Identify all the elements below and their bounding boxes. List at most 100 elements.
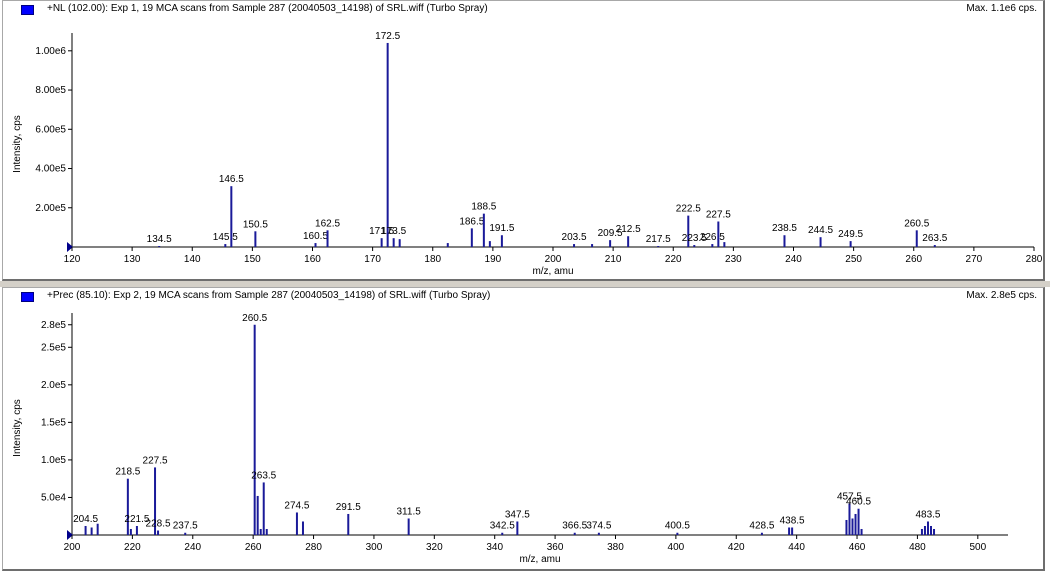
y-tick-label: 2.00e5 [35, 203, 66, 214]
peak-bar [224, 244, 227, 247]
peak-bar [262, 482, 265, 535]
peak-bar [380, 238, 383, 247]
peak-label: 212.5 [616, 224, 641, 235]
peak-label: 374.5 [586, 521, 611, 532]
peak-label: 244.5 [808, 225, 833, 236]
peak-label: 160.5 [303, 231, 328, 242]
axis-origin-marker [67, 242, 73, 252]
peak-bar [854, 513, 857, 535]
peak-label: 223.5 [682, 233, 707, 244]
x-tick-label: 190 [485, 254, 502, 265]
x-tick-label: 200 [64, 542, 81, 553]
peak-bar [711, 244, 714, 247]
y-tick-label: 6.00e5 [35, 124, 66, 135]
peak-label: 227.5 [143, 455, 168, 466]
y-tick-label: 8.00e5 [35, 85, 66, 96]
peak-label: 173.5 [381, 226, 406, 237]
peak-bar [857, 508, 860, 535]
peak-label: 134.5 [147, 234, 172, 245]
x-axis-label: m/z, amu [532, 266, 573, 277]
x-tick-label: 210 [605, 254, 622, 265]
trace-color-icon[interactable] [21, 292, 34, 302]
peak-bar [154, 467, 157, 535]
peak-label: 457.5 [837, 491, 862, 502]
peak-label: 191.5 [489, 223, 514, 234]
peak-label: 400.5 [665, 521, 690, 532]
peak-bar [849, 241, 852, 247]
x-tick-label: 420 [728, 542, 745, 553]
x-tick-label: 240 [785, 254, 802, 265]
peak-label: 221.5 [124, 514, 149, 525]
peak-label: 209.5 [598, 228, 623, 239]
peak-bar [926, 521, 929, 535]
x-tick-label: 300 [366, 542, 383, 553]
x-tick-label: 340 [486, 542, 503, 553]
peak-label: 145.5 [213, 232, 238, 243]
peak-label: 238.5 [772, 223, 797, 234]
spectrum-title: +Prec (85.10): Exp 2, 19 MCA scans from … [47, 290, 491, 301]
peak-label: 347.5 [505, 509, 530, 520]
peak-bar [819, 237, 822, 247]
axis-origin-marker [67, 530, 73, 540]
peak-bar [920, 528, 923, 535]
panel-separator[interactable] [0, 281, 1050, 287]
peak-label: 228.5 [146, 518, 171, 529]
peak-bar [923, 525, 926, 535]
x-tick-label: 150 [244, 254, 261, 265]
x-tick-label: 440 [788, 542, 805, 553]
y-tick-label: 5.0e4 [41, 492, 66, 503]
peak-bar [253, 324, 256, 535]
spectrum-panel-1: +NL (102.00): Exp 1, 19 MCA scans from S… [2, 0, 1045, 281]
peak-bar [386, 42, 389, 247]
peak-bar [184, 532, 187, 535]
spectrum-plot[interactable]: 120 130 140 150 160 170 180 190 200 210 220 230 240 2… [3, 1, 1044, 280]
peak-label: 203.5 [562, 232, 587, 243]
peak-bar [158, 246, 161, 247]
peak-bar [693, 245, 696, 247]
spectrum-panel-2: +Prec (85.10): Exp 2, 19 MCA scans from … [2, 287, 1045, 571]
trace-color-icon[interactable] [21, 5, 34, 15]
peak-bar [392, 238, 395, 247]
x-tick-label: 160 [304, 254, 321, 265]
peak-label: 260.5 [904, 218, 929, 229]
peak-bar [314, 243, 317, 247]
x-tick-label: 380 [607, 542, 624, 553]
peak-label: 342.5 [490, 521, 515, 532]
spectrum-plot[interactable]: 200 220 240 260 280 300 320 340 360 380 400 420 440 4… [3, 288, 1044, 570]
x-tick-label: 230 [725, 254, 742, 265]
y-axis-label: Intensity, cps [12, 399, 23, 457]
x-tick-label: 130 [124, 254, 141, 265]
x-tick-label: 260 [245, 542, 262, 553]
peak-bar [723, 242, 726, 247]
peak-label: 226.5 [700, 232, 725, 243]
peak-label: 460.5 [846, 497, 871, 508]
peak-label: 274.5 [284, 500, 309, 511]
x-tick-label: 360 [547, 542, 564, 553]
y-tick-label: 1.5e5 [41, 417, 66, 428]
x-tick-label: 120 [64, 254, 81, 265]
peak-bar [845, 519, 848, 535]
peak-bar [760, 532, 763, 535]
peak-bar [482, 213, 485, 247]
peak-label: 150.5 [243, 219, 268, 230]
peak-bar [295, 512, 298, 535]
peak-bar [791, 527, 794, 535]
peak-bar [783, 235, 786, 247]
peak-label: 249.5 [838, 229, 863, 240]
peak-bar [848, 503, 851, 535]
peak-bar [676, 532, 679, 535]
peak-bar [657, 246, 660, 247]
peak-label: 237.5 [173, 521, 198, 532]
peak-bar [573, 532, 576, 535]
x-tick-label: 180 [424, 254, 441, 265]
peak-bar [501, 532, 504, 535]
peak-label: 218.5 [115, 467, 140, 478]
peak-label: 217.5 [646, 234, 671, 245]
peak-bar [788, 527, 791, 535]
y-tick-label: 1.00e6 [35, 46, 66, 57]
peak-bar [254, 231, 257, 247]
peak-bar [930, 525, 933, 535]
x-axis-label: m/z, amu [519, 554, 560, 565]
x-tick-label: 500 [969, 542, 986, 553]
peak-label: 204.5 [73, 514, 98, 525]
